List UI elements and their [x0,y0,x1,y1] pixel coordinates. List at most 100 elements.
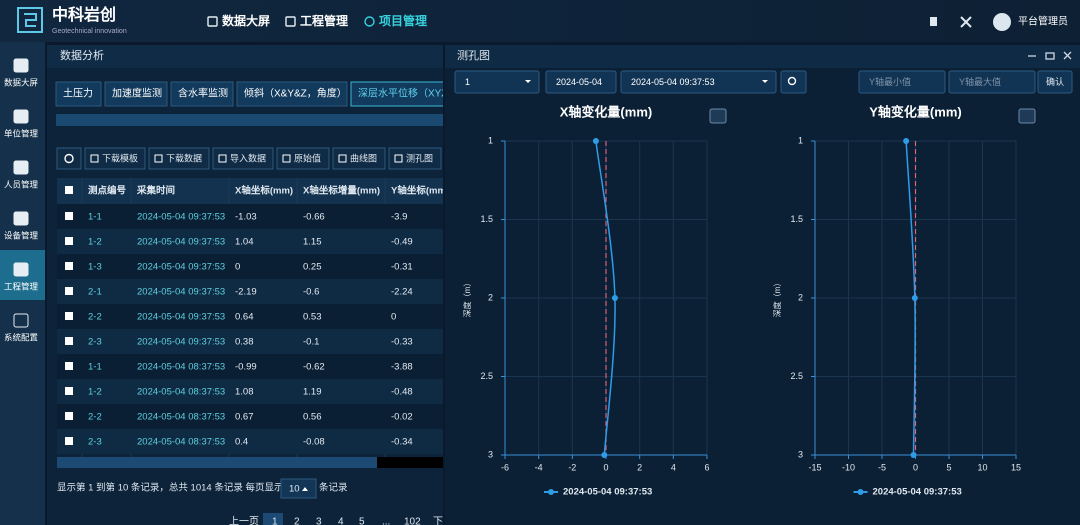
toolbar-button[interactable] [332,147,386,170]
legend-marker [548,489,554,495]
page-size-caret [302,487,308,491]
page-link[interactable]: 4 [338,517,344,525]
toolbar-button[interactable] [84,147,146,170]
nav-item[interactable]: 工程管理 [300,13,348,28]
toolbar-button[interactable] [388,147,442,170]
row-checkbox[interactable] [65,212,73,220]
sidebar-item[interactable]: 系统配置 [4,332,39,342]
refresh-icon [64,153,74,164]
chart-menu[interactable] [1018,108,1036,124]
page-link[interactable]: 下 [433,517,443,525]
time-select[interactable] [620,70,777,94]
page-size-select[interactable] [280,478,317,499]
record-summary: 显示第 1 到第 10 条记录，总共 1014 条记录 每页显示 [57,482,283,494]
y-tick-label: 1.5 [790,214,803,224]
row-checkbox[interactable] [65,287,73,295]
tab[interactable] [170,81,234,107]
table-cell: -0.49 [391,237,413,248]
row-checkbox[interactable] [65,437,73,445]
row-checkbox[interactable] [65,387,73,395]
x-tick-label: 5 [946,462,951,472]
tab-label: 深层水平位移（XYZ） [358,87,457,100]
toolbar-button[interactable] [276,147,330,170]
page-link[interactable]: 1 [272,517,278,525]
table-row [57,204,443,229]
table-cell: 1-2 [88,387,102,398]
user-name[interactable]: 平台管理员 [1018,15,1068,28]
sidebar-icon [13,160,29,175]
legend-label[interactable]: 2024-05-04 09:37:53 [563,487,652,498]
legend-label[interactable]: 2024-05-04 09:37:53 [873,487,962,498]
table-cell: -2.19 [235,287,257,298]
table-row [57,379,443,404]
point-select-text: 1 [465,77,470,87]
table-cell: 2024-05-04 09:37:53 [137,237,225,248]
toolbar-button[interactable] [148,147,210,170]
x-tick-label: 6 [704,462,709,472]
page-link[interactable]: ... [382,517,390,525]
logo-icon [17,7,43,33]
panel-title: 数据分析 [60,48,104,62]
page-link[interactable]: 5 [359,517,365,525]
point-select-caret [525,80,531,83]
chart-menu[interactable] [709,108,727,124]
page-link[interactable]: 上一页 [229,516,259,525]
toolbar-icon [90,154,99,163]
table-cell: -0.31 [391,262,413,273]
y-max-input[interactable] [948,70,1036,94]
table-cell: -0.99 [235,362,257,373]
tab[interactable] [55,81,102,107]
tab-label: 含水率监测 [178,87,228,100]
x-tick-label: -6 [501,462,509,472]
row-checkbox[interactable] [65,412,73,420]
table-cell: -0.33 [391,337,413,348]
data-point [592,138,599,144]
table-cell: 2024-05-04 08:37:53 [137,362,225,373]
x-tick-label: -2 [568,462,576,472]
sidebar-item[interactable]: 设备管理 [4,230,39,240]
date-input[interactable] [545,70,617,94]
sidebar-item[interactable]: 工程管理 [4,281,39,291]
table-cell: 0.56 [303,412,322,423]
x-tick-label: 0 [913,462,918,472]
sidebar-item[interactable]: 数据大屏 [4,77,39,87]
sidebar-item[interactable]: 单位管理 [4,128,39,138]
y-min-input[interactable] [858,70,946,94]
nav-icon [285,16,296,27]
nav-item[interactable]: 项目管理 [379,13,427,28]
y-max-input-text: Y轴最大值 [959,76,1001,87]
logo-subtitle: Geotechnical innovation [52,28,127,35]
search-button[interactable] [780,70,807,94]
page-link[interactable]: 2 [294,517,300,525]
x-tick-label: 10 [977,462,987,472]
toolbar-label: 导入数据 [230,152,266,163]
modal-header [445,45,1080,68]
header-checkbox[interactable] [65,186,73,194]
trash-icon[interactable] [930,17,937,26]
row-checkbox[interactable] [65,337,73,345]
table-cell: 2024-05-04 09:37:53 [137,337,225,348]
refresh-button[interactable] [56,147,82,170]
nav-item[interactable]: 数据大屏 [222,13,270,28]
fullscreen-icon[interactable] [960,16,972,28]
page-link[interactable]: 102 [404,517,421,525]
table-cell: -0.34 [391,437,413,448]
data-point [910,452,917,458]
row-checkbox[interactable] [65,262,73,270]
sidebar-item[interactable]: 人员管理 [4,179,39,189]
column-header: 测点编号 [88,185,127,197]
toolbar-button[interactable] [212,147,274,170]
row-checkbox[interactable] [65,312,73,320]
point-select[interactable] [454,70,540,94]
confirm-button[interactable] [1037,70,1073,94]
row-checkbox[interactable] [65,362,73,370]
tab[interactable] [236,81,348,107]
tab[interactable] [104,81,168,107]
row-checkbox[interactable] [65,237,73,245]
page-link[interactable]: 3 [316,517,322,525]
tab[interactable] [350,81,451,107]
table-row [57,354,443,379]
column-header: X轴坐标(mm) [235,185,293,197]
